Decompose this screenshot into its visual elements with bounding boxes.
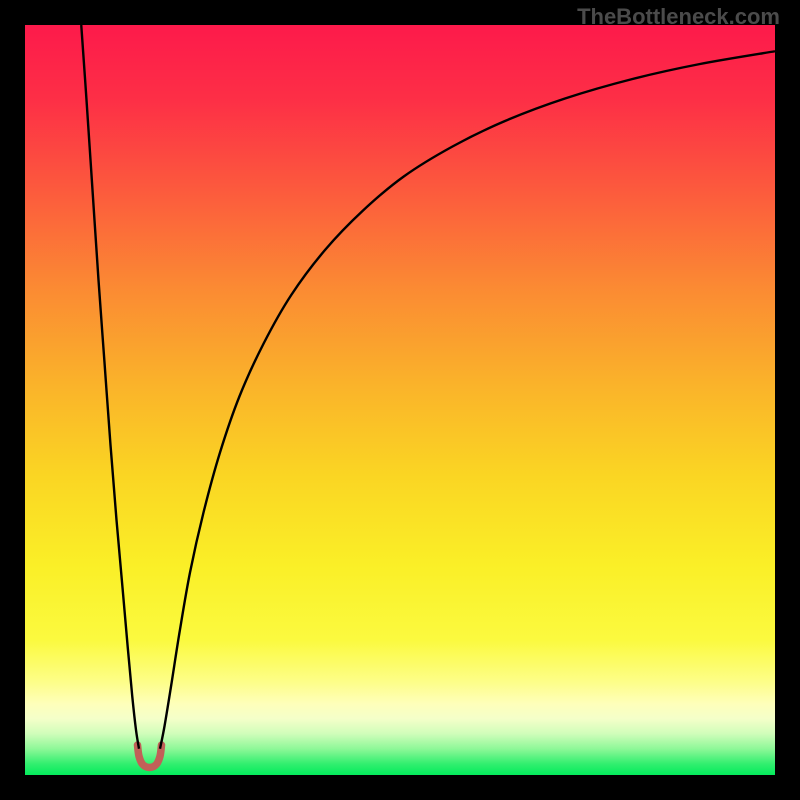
stage: TheBottleneck.com xyxy=(0,0,800,800)
curve-right xyxy=(160,51,775,749)
watermark-text: TheBottleneck.com xyxy=(577,4,780,30)
curve-left xyxy=(81,25,139,749)
dip-marker xyxy=(138,745,162,768)
curve-layer xyxy=(0,0,800,800)
